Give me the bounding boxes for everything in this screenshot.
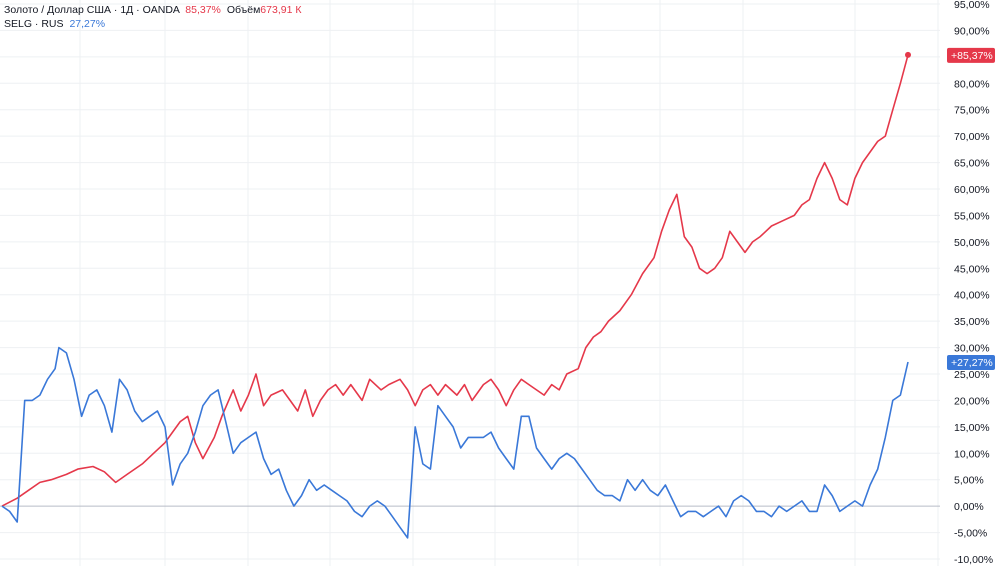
y-tick-label: -10,00% bbox=[954, 554, 993, 566]
legend-selg-change: 27,27% bbox=[69, 18, 106, 30]
end-value-badges: +85,37% +27,27% bbox=[947, 47, 995, 371]
legend-selg[interactable]: SELG · RUS 27,27% bbox=[4, 18, 105, 31]
legend-selg-name: SELG · RUS bbox=[4, 18, 64, 30]
y-tick-label: 55,00% bbox=[954, 210, 990, 222]
legend-gold[interactable]: Золото / Доллар США · 1Д · OANDA 85,37% … bbox=[4, 4, 301, 17]
y-tick-label: 15,00% bbox=[954, 422, 990, 434]
y-tick-label: 65,00% bbox=[954, 158, 990, 170]
y-tick-label: 90,00% bbox=[954, 25, 990, 37]
legend-gold-change: 85,37% bbox=[185, 4, 221, 16]
series-line-gold bbox=[1, 54, 909, 507]
y-tick-label: 80,00% bbox=[954, 78, 990, 90]
y-axis[interactable]: 95,00%90,00%85,00%80,00%75,00%70,00%65,0… bbox=[954, 0, 993, 566]
y-tick-label: 45,00% bbox=[954, 263, 990, 275]
series-line-selg bbox=[1, 346, 909, 539]
y-tick-label: 30,00% bbox=[954, 343, 990, 355]
y-tick-label: 20,00% bbox=[954, 395, 990, 407]
badge-selg-label: +27,27% bbox=[951, 357, 993, 369]
badge-gold bbox=[947, 47, 995, 63]
y-tick-label: 95,00% bbox=[954, 0, 990, 11]
legend-gold-volume-label: Объём bbox=[226, 4, 261, 16]
y-tick-label: 60,00% bbox=[954, 184, 990, 196]
chart-series-group bbox=[1, 51, 911, 539]
series-end-dot bbox=[905, 51, 911, 58]
badge-selg bbox=[947, 355, 995, 371]
y-tick-label: 70,00% bbox=[954, 131, 990, 143]
y-tick-label: 25,00% bbox=[954, 369, 990, 381]
chart-grid bbox=[0, 0, 940, 566]
y-tick-label: 35,00% bbox=[954, 316, 990, 328]
y-tick-label: 40,00% bbox=[954, 290, 990, 302]
y-tick-label: 0,00% bbox=[954, 501, 984, 513]
y-tick-label: 50,00% bbox=[954, 237, 990, 249]
y-tick-label: -5,00% bbox=[954, 528, 987, 540]
legend-gold-name: Золото / Доллар США · 1Д · OANDA bbox=[4, 4, 180, 16]
y-tick-label: 75,00% bbox=[954, 105, 990, 117]
badge-gold-label: +85,37% bbox=[951, 50, 993, 62]
legend-gold-volume-value: 673,91 К bbox=[260, 4, 302, 16]
y-tick-label: 10,00% bbox=[954, 448, 990, 460]
y-tick-label: 5,00% bbox=[954, 475, 984, 487]
